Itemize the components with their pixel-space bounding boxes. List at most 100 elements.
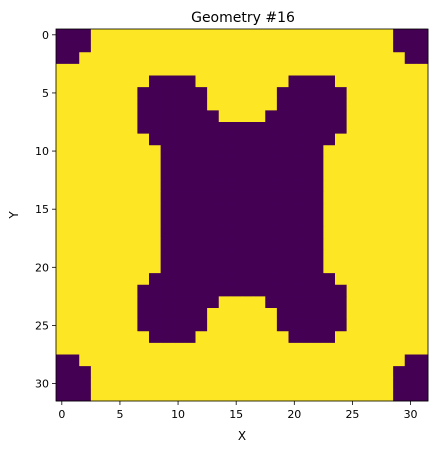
heatmap-cell [369, 249, 382, 262]
heatmap-cell [207, 180, 220, 193]
heatmap-cell [381, 29, 394, 42]
heatmap-cell [369, 377, 382, 390]
heatmap-cell [79, 87, 92, 100]
heatmap-cell [346, 261, 359, 274]
heatmap-cell [311, 215, 324, 228]
heatmap-cell [300, 342, 313, 355]
heatmap-cell [207, 308, 220, 321]
heatmap-cell [195, 284, 208, 297]
heatmap-cell [346, 284, 359, 297]
heatmap-cell [160, 110, 173, 123]
heatmap-cell [253, 389, 266, 402]
heatmap-cell [195, 215, 208, 228]
heatmap-cell [218, 215, 231, 228]
heatmap-cell [230, 133, 243, 146]
heatmap-cell [369, 284, 382, 297]
heatmap-cell [276, 377, 289, 390]
heatmap-cell [56, 296, 69, 309]
heatmap-cell [393, 366, 406, 379]
heatmap-cell [346, 215, 359, 228]
heatmap-cell [311, 342, 324, 355]
heatmap-cell [125, 203, 138, 216]
heatmap-cell [381, 389, 394, 402]
heatmap-cell [79, 331, 92, 344]
heatmap-cell [323, 87, 336, 100]
heatmap-cell [253, 168, 266, 181]
heatmap-cell [172, 168, 185, 181]
heatmap-cell [125, 63, 138, 76]
heatmap-cell [149, 249, 162, 262]
heatmap-cell [160, 203, 173, 216]
heatmap-cell [90, 215, 103, 228]
heatmap-cell [67, 29, 80, 42]
y-axis-ticks: 0 5 10 15 20 25 30 [35, 29, 56, 391]
heatmap-cell [416, 168, 429, 181]
heatmap-cell [358, 354, 371, 367]
heatmap-cell [207, 87, 220, 100]
heatmap-cell [311, 238, 324, 251]
heatmap-cell [323, 110, 336, 123]
heatmap-cell [149, 215, 162, 228]
heatmap-cell [416, 238, 429, 251]
heatmap-cell [311, 377, 324, 390]
heatmap-cell [358, 110, 371, 123]
heatmap-cell [242, 331, 255, 344]
heatmap-cell [288, 215, 301, 228]
heatmap-cell [230, 284, 243, 297]
heatmap-cell [323, 366, 336, 379]
heatmap-cell [346, 145, 359, 158]
heatmap-cell [90, 40, 103, 53]
heatmap-cell [149, 238, 162, 251]
heatmap-cell [218, 122, 231, 135]
heatmap-cell [276, 238, 289, 251]
heatmap-cell [381, 52, 394, 65]
heatmap-cell [253, 238, 266, 251]
heatmap-cell [207, 284, 220, 297]
heatmap-cell [79, 238, 92, 251]
heatmap-cell [300, 308, 313, 321]
heatmap-cell [183, 319, 196, 332]
heatmap-cell [323, 296, 336, 309]
heatmap-cell [90, 133, 103, 146]
heatmap-cell [404, 342, 417, 355]
heatmap-cell [404, 389, 417, 402]
heatmap-cell [160, 40, 173, 53]
heatmap-cell [288, 110, 301, 123]
heatmap-cell [311, 180, 324, 193]
heatmap-cell [79, 52, 92, 65]
heatmap-cell [172, 296, 185, 309]
heatmap-cell [183, 191, 196, 204]
heatmap-cell [300, 52, 313, 65]
heatmap-cell [416, 110, 429, 123]
heatmap-cell [335, 156, 348, 169]
heatmap-cell [218, 156, 231, 169]
heatmap-cell [172, 284, 185, 297]
heatmap-cell [253, 226, 266, 239]
heatmap-cell [230, 377, 243, 390]
heatmap-cell [323, 238, 336, 251]
heatmap-cell [265, 156, 278, 169]
heatmap-cell [393, 389, 406, 402]
x-tick-label: 0 [58, 408, 65, 421]
heatmap-cell [114, 191, 127, 204]
heatmap-cell [137, 331, 150, 344]
heatmap-cell [253, 319, 266, 332]
heatmap-cell [195, 180, 208, 193]
heatmap-cell [265, 110, 278, 123]
heatmap-cell [381, 226, 394, 239]
heatmap-cell [265, 308, 278, 321]
heatmap-cell [416, 377, 429, 390]
heatmap-cell [381, 133, 394, 146]
heatmap-cell [300, 215, 313, 228]
heatmap-cell [323, 249, 336, 262]
heatmap-cell [79, 29, 92, 42]
heatmap-cell [207, 191, 220, 204]
heatmap-cell [416, 319, 429, 332]
heatmap-cell [172, 354, 185, 367]
heatmap-cell [102, 308, 115, 321]
heatmap-cell [393, 145, 406, 158]
heatmap-cell [230, 273, 243, 286]
heatmap-cell [335, 168, 348, 181]
heatmap-cell [183, 29, 196, 42]
heatmap-cell [288, 63, 301, 76]
